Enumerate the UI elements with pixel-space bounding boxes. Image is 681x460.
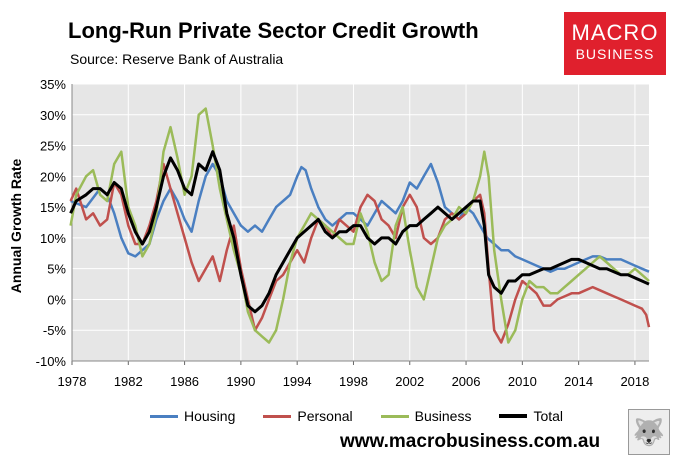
legend-swatch	[150, 414, 178, 418]
x-tick-label: 2014	[564, 374, 593, 389]
logo-line-2: BUSINESS	[575, 46, 655, 62]
x-tick-label: 2002	[395, 374, 424, 389]
legend-swatch	[499, 414, 528, 418]
legend-item-business: Business	[380, 408, 472, 424]
legend-label: Housing	[184, 408, 236, 424]
legend-swatch	[263, 414, 292, 418]
y-axis-label: Annual Growth Rate	[8, 159, 24, 294]
legend-label: Total	[533, 408, 564, 424]
x-tick-label: 2018	[620, 374, 649, 389]
x-tick-label: 1994	[283, 374, 312, 389]
y-tick-label: 25%	[40, 139, 66, 154]
y-tick-label: 15%	[40, 200, 66, 215]
y-tick-label: 30%	[40, 108, 66, 123]
macrobusiness-logo: MACRO BUSINESS	[564, 12, 666, 75]
chart-subtitle: Source: Reserve Bank of Australia	[70, 51, 284, 67]
x-tick-label: 1978	[58, 374, 87, 389]
x-tick-label: 2006	[452, 374, 481, 389]
legend-item-personal: Personal	[263, 408, 353, 424]
plot-area	[72, 84, 649, 361]
legend-label: Business	[414, 408, 472, 424]
site-url: www.macrobusiness.com.au	[340, 431, 601, 452]
series-lines	[69, 107, 651, 344]
x-tick-label: 1998	[339, 374, 368, 389]
legend-item-total: Total	[499, 408, 563, 424]
x-tick-label: 2010	[508, 374, 537, 389]
y-tick-label: 20%	[40, 169, 66, 184]
y-tick-label: 0%	[47, 292, 66, 307]
y-tick-label: 10%	[40, 231, 66, 246]
y-tick-label: -10%	[36, 354, 67, 369]
y-tick-label: 35%	[40, 77, 66, 92]
logo-line-1: MACRO	[571, 20, 659, 45]
wolf-icon: 🐺	[628, 409, 670, 455]
series-line-total	[69, 150, 650, 314]
x-tick-label: 1986	[170, 374, 199, 389]
chart-legend: Housing Personal Business Total	[150, 408, 591, 424]
legend-swatch	[380, 414, 409, 418]
series-line-business	[69, 107, 650, 344]
x-tick-label: 1982	[114, 374, 143, 389]
y-tick-label: -5%	[43, 323, 67, 338]
axes: 35% 30% 25% 20% 15% 10% 5% 0% -5% -10% 1978 1982 198…	[36, 77, 650, 389]
x-tick-label: 1990	[226, 374, 255, 389]
line-chart: 35% 30% 25% 20% 15% 10% 5% 0% -5% -10% 1978 1982 198…	[8, 77, 651, 389]
chart-title: Long-Run Private Sector Credit Growth	[68, 18, 479, 43]
series-line-personal	[69, 162, 651, 344]
legend-label: Personal	[297, 408, 353, 424]
y-tick-label: 5%	[47, 262, 66, 277]
legend-item-housing: Housing	[150, 408, 235, 424]
